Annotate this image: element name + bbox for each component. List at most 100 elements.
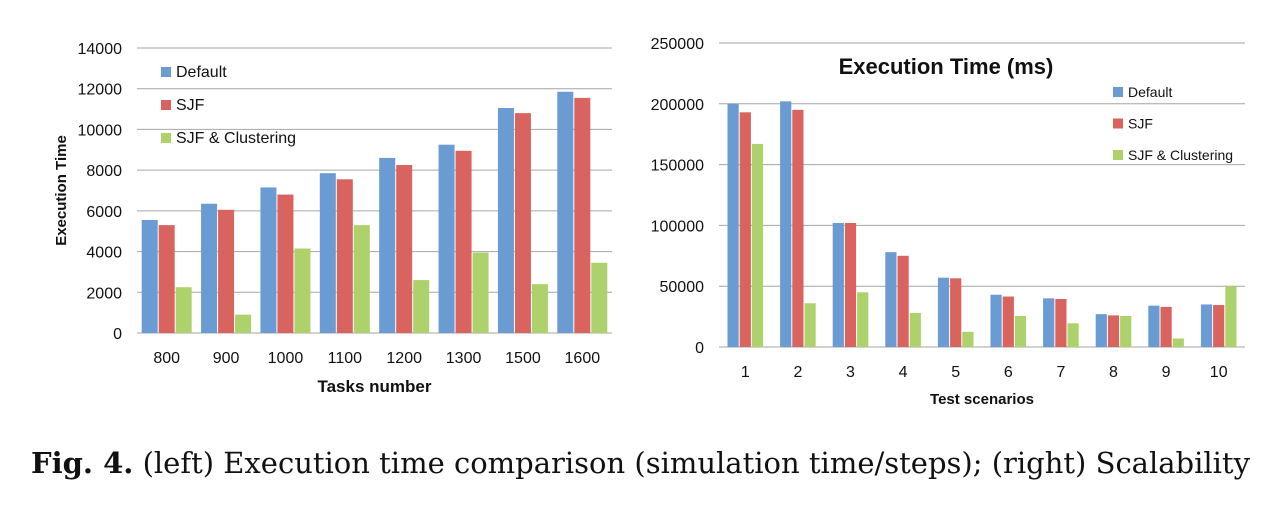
bar (557, 91, 574, 334)
legend-swatch (161, 67, 171, 77)
bar (727, 103, 739, 347)
caption-text: (left) Execution time comparison (simula… (133, 446, 1250, 480)
x-tick-label: 5 (951, 364, 960, 381)
legend-label: Default (1128, 84, 1172, 100)
x-axis-label: Test scenarios (930, 391, 1034, 408)
bar (962, 331, 974, 347)
bar (353, 225, 370, 333)
x-tick-label: 1000 (268, 350, 304, 367)
x-tick-label: 1 (741, 364, 750, 381)
legend-swatch (1113, 150, 1123, 160)
y-tick-label: 14000 (78, 41, 123, 58)
bar (141, 220, 158, 333)
bar (235, 314, 252, 333)
y-tick-label: 8000 (86, 163, 122, 180)
y-tick-label: 250000 (651, 36, 704, 53)
bar (438, 144, 455, 333)
x-tick-label: 9 (1162, 364, 1171, 381)
bar (1095, 314, 1107, 347)
bar (277, 194, 294, 333)
bar (885, 252, 897, 347)
bar (844, 222, 857, 347)
right-bar-chart: 0 50000 100000 150000 200000 250000 1 2 3 4 5 6 7 8 9 1… (651, 36, 1245, 408)
x-tick-label: 2 (793, 364, 802, 381)
bar (804, 303, 816, 347)
legend-swatch (161, 100, 171, 110)
bar (1172, 338, 1184, 347)
x-tick-label: 900 (213, 350, 240, 367)
y-tick-label: 4000 (86, 245, 122, 262)
y-tick-label: 12000 (78, 82, 123, 99)
legend-label: SJF & Clustering (1128, 147, 1233, 163)
x-tick-label: 6 (1004, 364, 1013, 381)
legend-label: SJF & Clustering (176, 130, 296, 147)
bar (909, 312, 921, 347)
x-tick-label: 7 (1056, 364, 1065, 381)
y-tick-label: 0 (695, 340, 704, 357)
bar (1148, 305, 1160, 347)
legend-swatch (1113, 118, 1123, 129)
bar (294, 248, 311, 333)
y-tick-label: 100000 (651, 218, 704, 235)
x-axis-label: Tasks number (317, 377, 431, 396)
bar (218, 209, 235, 333)
x-tick-label: 800 (153, 350, 180, 367)
bar (574, 97, 591, 333)
caption-label: Fig. 4. (31, 446, 134, 480)
left-bar-chart: 0 2000 4000 6000 8000 10000 12000 14000 800 900 10… (53, 41, 612, 396)
bar (832, 222, 844, 347)
bar (319, 173, 336, 333)
x-tick-label: 4 (899, 364, 908, 381)
bar (990, 294, 1002, 347)
figure-caption: Fig. 4. (left) Execution time comparison… (0, 446, 1281, 480)
bar (514, 113, 531, 334)
x-tick-label: 10 (1210, 364, 1228, 381)
y-tick-label: 2000 (86, 285, 122, 302)
bar (455, 150, 472, 333)
bar (751, 143, 764, 347)
bar (792, 109, 804, 347)
legend-swatch (161, 133, 171, 143)
bar (1120, 315, 1132, 347)
bar (396, 165, 413, 333)
bar (1014, 315, 1027, 347)
y-tick-label: 0 (113, 326, 122, 343)
y-tick-label: 50000 (660, 279, 705, 296)
bar (1055, 298, 1067, 347)
bar (937, 277, 950, 347)
bar (591, 262, 608, 333)
x-tick-label: 8 (1109, 364, 1118, 381)
bar (1213, 305, 1225, 347)
bar (897, 255, 909, 347)
bar (336, 179, 353, 333)
bar (1107, 315, 1120, 347)
x-tick-label: 1500 (505, 350, 541, 367)
y-axis-label: Execution Time (53, 135, 70, 246)
y-tick-label: 200000 (651, 97, 704, 114)
bar (1043, 298, 1055, 347)
bar (950, 278, 962, 347)
bar (1002, 296, 1014, 347)
bar (531, 284, 548, 333)
x-tick-label: 1100 (328, 350, 363, 367)
y-tick-label: 6000 (86, 204, 122, 221)
bar (857, 292, 869, 347)
bar (1225, 286, 1237, 347)
x-tick-label: 1300 (446, 350, 482, 367)
bar (413, 280, 430, 333)
legend-label: Default (176, 64, 227, 81)
legend-swatch (1113, 87, 1123, 97)
bar (739, 112, 751, 347)
bar (497, 108, 514, 333)
bar (379, 157, 396, 333)
bar (158, 225, 175, 333)
x-tick-label: 3 (846, 364, 855, 381)
legend-label: SJF (176, 97, 205, 114)
bar (175, 287, 192, 333)
y-tick-label: 150000 (651, 158, 704, 175)
x-tick-label: 1600 (565, 350, 601, 367)
bar (260, 187, 277, 333)
bar (201, 203, 218, 333)
bar (1200, 304, 1213, 347)
bar (472, 252, 489, 333)
